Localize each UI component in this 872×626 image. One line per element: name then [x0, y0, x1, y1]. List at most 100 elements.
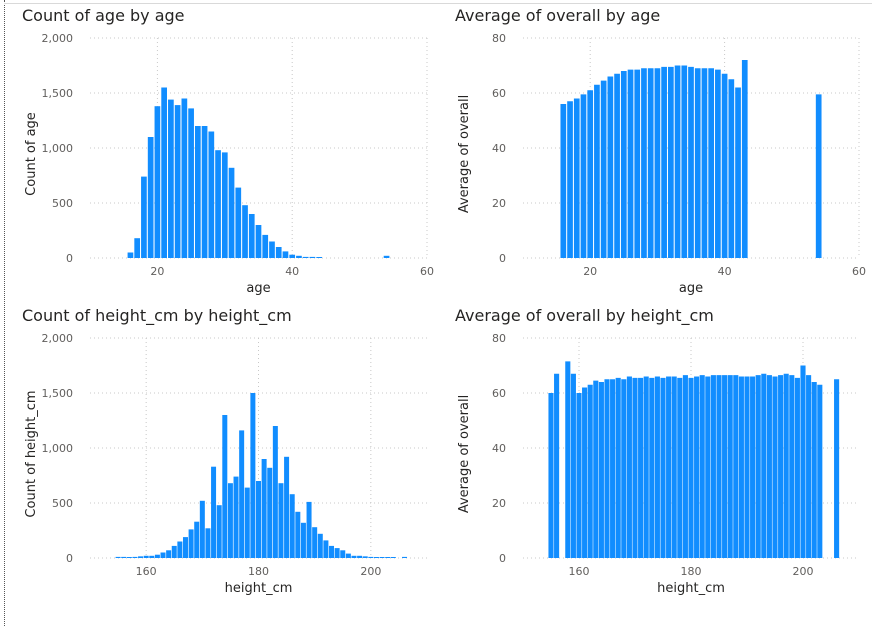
- bar[interactable]: [634, 69, 641, 258]
- bar[interactable]: [282, 251, 289, 258]
- bar[interactable]: [115, 556, 121, 558]
- bar[interactable]: [674, 65, 681, 259]
- bar[interactable]: [735, 87, 741, 259]
- bar[interactable]: [688, 66, 694, 258]
- bar[interactable]: [716, 375, 722, 558]
- bar[interactable]: [194, 126, 201, 258]
- bar[interactable]: [800, 365, 806, 559]
- bar[interactable]: [708, 68, 715, 258]
- bar[interactable]: [728, 79, 735, 258]
- bar[interactable]: [244, 487, 250, 558]
- bar[interactable]: [379, 557, 385, 558]
- bar[interactable]: [598, 382, 604, 558]
- bar[interactable]: [154, 106, 161, 258]
- bar[interactable]: [385, 557, 391, 558]
- bar[interactable]: [272, 426, 278, 558]
- chart-average-overall-by-height[interactable]: Average of overall by height_cm 0 20 40 60 8…: [455, 306, 870, 600]
- bar[interactable]: [607, 76, 614, 259]
- bar[interactable]: [548, 393, 554, 558]
- bar[interactable]: [834, 379, 840, 558]
- bar[interactable]: [242, 205, 248, 258]
- bar[interactable]: [667, 66, 674, 258]
- bar[interactable]: [296, 255, 302, 258]
- bar[interactable]: [143, 555, 149, 558]
- bar[interactable]: [694, 376, 700, 559]
- bar[interactable]: [147, 137, 154, 258]
- bar[interactable]: [362, 556, 368, 558]
- bar[interactable]: [677, 377, 683, 558]
- bar[interactable]: [284, 456, 290, 558]
- bar[interactable]: [594, 84, 600, 258]
- bar[interactable]: [194, 521, 200, 558]
- bar[interactable]: [661, 66, 667, 258]
- bar[interactable]: [766, 375, 772, 558]
- bar[interactable]: [160, 552, 166, 559]
- bar[interactable]: [638, 377, 644, 558]
- bar[interactable]: [582, 387, 588, 559]
- bar[interactable]: [755, 375, 761, 558]
- bar[interactable]: [576, 393, 582, 558]
- bar[interactable]: [199, 500, 205, 558]
- bar[interactable]: [300, 522, 306, 558]
- bar[interactable]: [149, 555, 155, 558]
- bar[interactable]: [701, 68, 708, 258]
- bar[interactable]: [750, 376, 756, 559]
- bar[interactable]: [181, 98, 188, 259]
- bar[interactable]: [817, 384, 823, 558]
- bar[interactable]: [610, 379, 616, 558]
- bar[interactable]: [681, 65, 688, 259]
- bar[interactable]: [227, 483, 233, 558]
- bar[interactable]: [345, 553, 351, 558]
- bar[interactable]: [722, 375, 728, 558]
- chart-average-overall-by-age[interactable]: Average of overall by age 0 20 40 60 80 20 40 6…: [455, 6, 870, 300]
- bar[interactable]: [306, 501, 312, 558]
- bar[interactable]: [255, 225, 262, 258]
- bar[interactable]: [215, 150, 221, 258]
- bar[interactable]: [357, 555, 363, 558]
- bar[interactable]: [233, 476, 239, 558]
- bar[interactable]: [593, 380, 599, 558]
- bar[interactable]: [205, 528, 211, 558]
- bar[interactable]: [126, 557, 132, 558]
- bar[interactable]: [660, 377, 666, 558]
- bar[interactable]: [778, 375, 784, 558]
- bar[interactable]: [402, 556, 408, 558]
- bar[interactable]: [688, 377, 694, 558]
- bar[interactable]: [340, 550, 346, 558]
- bar[interactable]: [666, 376, 672, 559]
- bar[interactable]: [741, 60, 748, 258]
- bar[interactable]: [654, 68, 661, 258]
- bar[interactable]: [295, 511, 301, 558]
- bar[interactable]: [554, 373, 560, 558]
- bar[interactable]: [171, 545, 177, 558]
- bar[interactable]: [177, 541, 183, 559]
- bar[interactable]: [261, 459, 267, 558]
- bar[interactable]: [316, 257, 323, 258]
- bar[interactable]: [211, 466, 217, 558]
- bar[interactable]: [761, 373, 767, 558]
- bar[interactable]: [733, 375, 739, 558]
- chart-count-of-age-by-age[interactable]: Count of age by age 0 500 1,000 1,500 2,000 2…: [22, 6, 442, 300]
- bar[interactable]: [744, 376, 750, 559]
- bar[interactable]: [604, 379, 610, 558]
- bar[interactable]: [794, 377, 800, 558]
- bar[interactable]: [262, 234, 269, 258]
- bar[interactable]: [188, 108, 194, 259]
- bar[interactable]: [783, 373, 789, 558]
- bar[interactable]: [620, 71, 627, 258]
- bar[interactable]: [654, 376, 660, 559]
- bar[interactable]: [127, 252, 134, 259]
- bar[interactable]: [216, 505, 222, 558]
- bar[interactable]: [208, 131, 215, 259]
- bar[interactable]: [721, 73, 728, 258]
- bar[interactable]: [368, 556, 374, 558]
- bar[interactable]: [600, 80, 607, 258]
- bar[interactable]: [168, 99, 174, 258]
- bar[interactable]: [626, 376, 632, 559]
- bar[interactable]: [154, 554, 160, 558]
- bar[interactable]: [573, 98, 580, 259]
- bar[interactable]: [141, 176, 147, 258]
- bar[interactable]: [383, 255, 390, 258]
- bar[interactable]: [235, 187, 242, 258]
- bar[interactable]: [351, 555, 357, 558]
